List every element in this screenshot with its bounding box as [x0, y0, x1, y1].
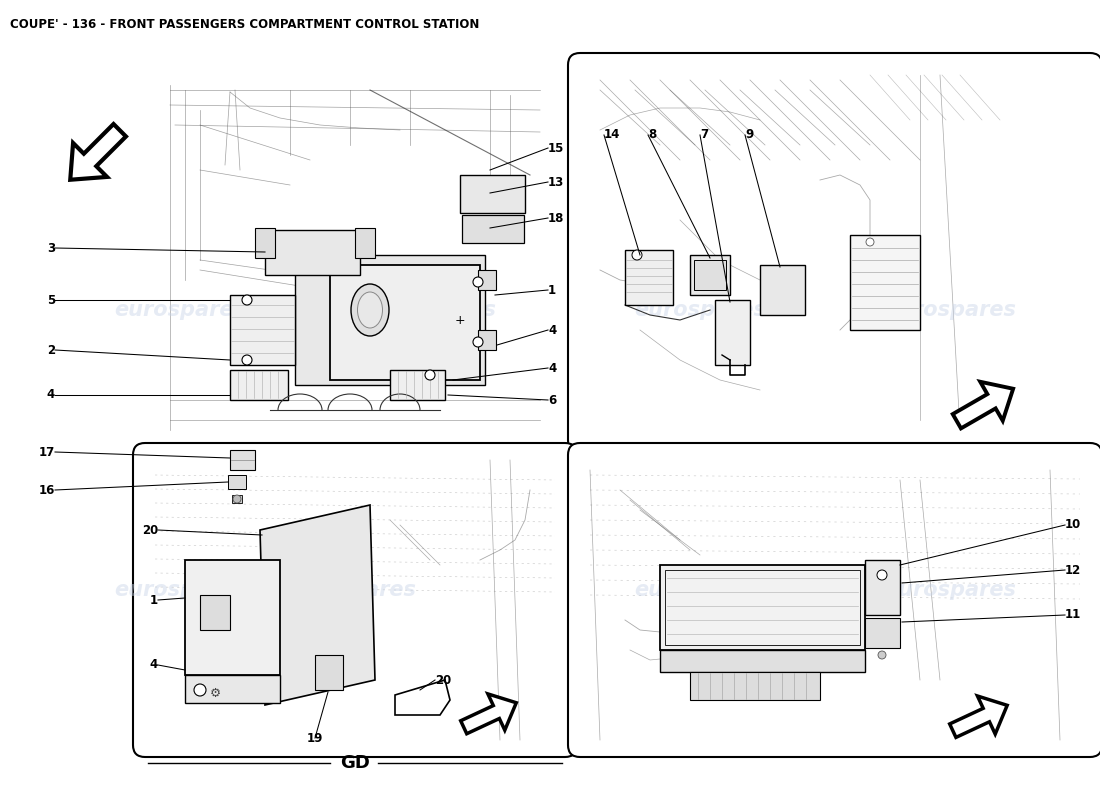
Polygon shape [70, 124, 126, 180]
Bar [694, 260, 726, 290]
Text: eurospares: eurospares [284, 580, 416, 600]
FancyBboxPatch shape [568, 53, 1100, 452]
Text: 14: 14 [604, 129, 620, 142]
Text: ⚙: ⚙ [209, 686, 221, 699]
Bar [865, 560, 900, 615]
Bar [690, 672, 820, 700]
Bar [232, 495, 242, 503]
Bar [230, 370, 288, 400]
Bar [185, 560, 280, 675]
Text: eurospares: eurospares [764, 580, 895, 600]
Polygon shape [949, 696, 1008, 738]
Bar [255, 228, 275, 258]
Bar [666, 570, 860, 645]
Text: 8: 8 [648, 129, 657, 142]
Polygon shape [260, 505, 375, 705]
Bar [462, 215, 524, 243]
Text: 12: 12 [1065, 563, 1081, 577]
Ellipse shape [358, 292, 383, 328]
FancyBboxPatch shape [568, 443, 1100, 757]
Text: 7: 7 [700, 129, 708, 142]
Circle shape [877, 570, 887, 580]
Bar [228, 475, 246, 489]
Text: eurospares: eurospares [114, 580, 246, 600]
Ellipse shape [351, 284, 389, 336]
Text: GD: GD [340, 754, 370, 772]
Text: 19: 19 [307, 731, 323, 745]
Text: 4: 4 [46, 389, 55, 402]
Bar [390, 370, 446, 400]
Circle shape [632, 250, 642, 260]
Text: 5: 5 [46, 294, 55, 306]
Text: 3: 3 [47, 242, 55, 254]
Circle shape [242, 355, 252, 365]
Text: 4: 4 [150, 658, 158, 671]
Polygon shape [953, 382, 1013, 428]
Text: 17: 17 [39, 446, 55, 458]
Bar [660, 565, 865, 650]
Bar [460, 175, 525, 213]
Bar [185, 675, 280, 703]
Text: 9: 9 [745, 129, 754, 142]
Text: +: + [454, 314, 465, 326]
Circle shape [242, 295, 252, 305]
Bar [355, 228, 375, 258]
Text: COUPE' - 136 - FRONT PASSENGERS COMPARTMENT CONTROL STATION: COUPE' - 136 - FRONT PASSENGERS COMPARTM… [10, 18, 480, 31]
Circle shape [425, 370, 435, 380]
Polygon shape [395, 680, 450, 715]
Bar [478, 330, 496, 350]
Bar [200, 595, 230, 630]
FancyBboxPatch shape [133, 443, 578, 757]
Text: eurospares: eurospares [114, 300, 246, 320]
Bar [660, 650, 865, 672]
Bar [478, 270, 496, 290]
Text: 2: 2 [47, 343, 55, 357]
Bar [760, 265, 805, 315]
Circle shape [194, 684, 206, 696]
Text: 20: 20 [142, 523, 158, 537]
Polygon shape [461, 694, 516, 734]
Text: 20: 20 [434, 674, 451, 686]
Bar [230, 450, 255, 470]
Circle shape [473, 337, 483, 347]
Text: eurospares: eurospares [884, 580, 1016, 600]
Text: 18: 18 [548, 211, 564, 225]
Text: 15: 15 [548, 142, 564, 154]
Bar [690, 255, 730, 295]
Text: 4: 4 [548, 362, 557, 374]
Bar [295, 255, 485, 385]
Text: 1: 1 [150, 594, 158, 606]
Text: eurospares: eurospares [884, 300, 1016, 320]
Text: 13: 13 [548, 175, 564, 189]
Bar [230, 295, 295, 365]
Bar [330, 265, 480, 380]
Text: 16: 16 [39, 483, 55, 497]
Bar [865, 618, 900, 648]
Circle shape [866, 238, 874, 246]
Text: 6: 6 [548, 394, 557, 406]
Text: eurospares: eurospares [634, 580, 766, 600]
Text: eurospares: eurospares [364, 300, 496, 320]
Text: 11: 11 [1065, 609, 1081, 622]
Bar [265, 230, 360, 275]
Circle shape [878, 651, 886, 659]
Bar [715, 300, 750, 365]
Circle shape [233, 495, 241, 503]
Circle shape [473, 277, 483, 287]
Text: 1: 1 [548, 283, 557, 297]
Text: eurospares: eurospares [634, 300, 766, 320]
Text: 10: 10 [1065, 518, 1081, 531]
Text: 4: 4 [548, 323, 557, 337]
Bar [625, 250, 673, 305]
Bar [850, 235, 920, 330]
Bar [315, 655, 343, 690]
